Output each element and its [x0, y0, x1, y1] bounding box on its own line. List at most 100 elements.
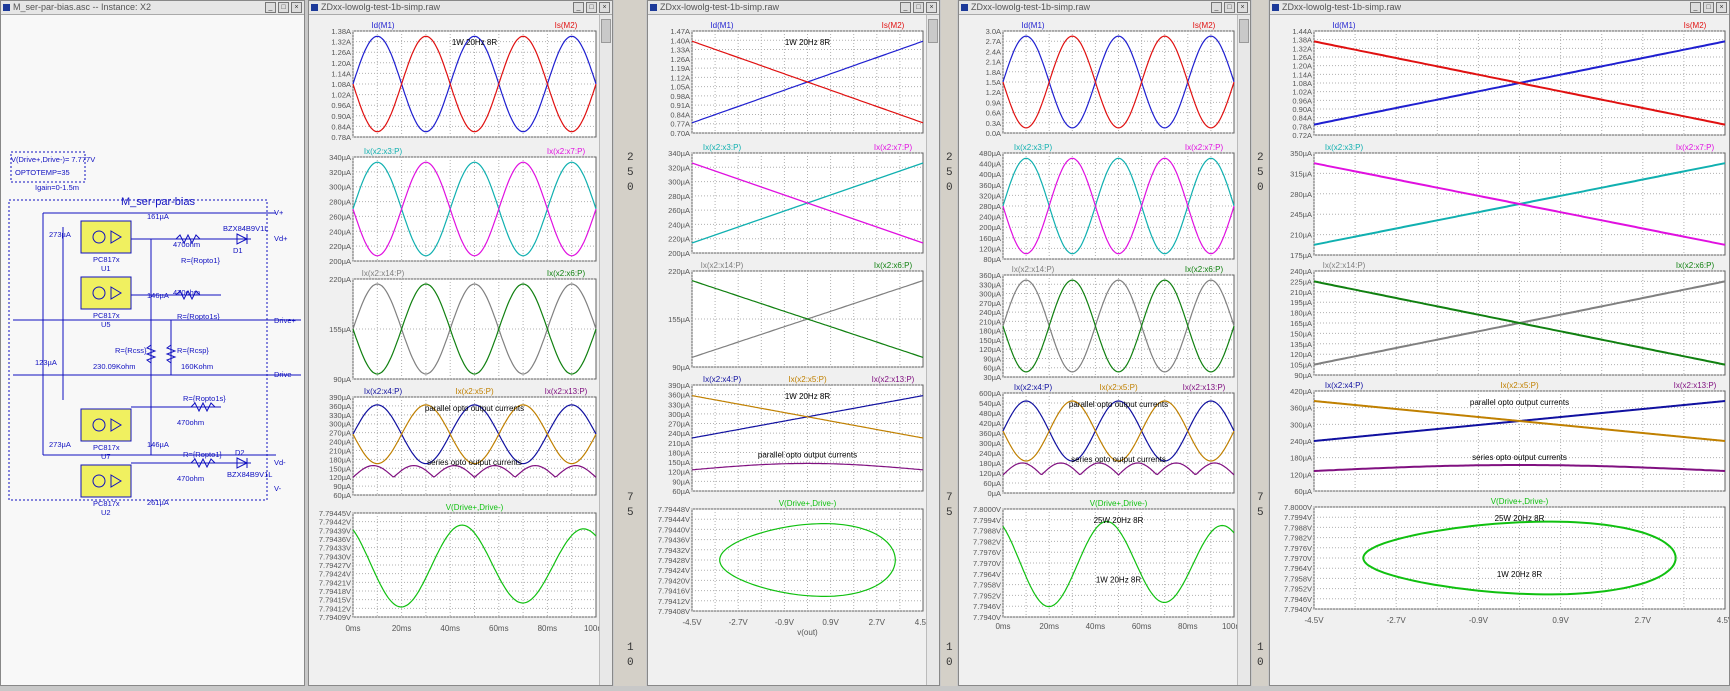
trace-label[interactable]: Ix(x2:x14:P)	[1323, 261, 1366, 270]
scrollbar-thumb[interactable]	[601, 19, 611, 43]
trace-label[interactable]: Is(M2)	[1684, 21, 1707, 30]
opto-u5[interactable]	[80, 276, 132, 310]
trace-label[interactable]: Ix(x2:x3:P)	[1325, 143, 1364, 152]
trace-label[interactable]: Ix(x2:x13:P)	[872, 375, 915, 384]
plot-pane[interactable]: 340µA 320µA 300µA 280µA 260µA 240µA 220µA 200µA…	[668, 143, 924, 258]
schematic-titlebar[interactable]: M_ser-par-bias.asc -- Instance: X2 _ □ ×	[1, 1, 304, 15]
plot-pane[interactable]: 600µA540µA480µA420µA360µA300µA240µA180µA…	[979, 383, 1235, 498]
plot-pane[interactable]: 7.79445V7.79442V7.79439V7.79436V7.79433V…	[319, 503, 597, 622]
waveform-window-2[interactable]: ZDxx-lowolg-test-1b-simp.raw _ □ × 1.47A 1.40…	[647, 0, 940, 686]
plot-pane[interactable]: 220µA 155µA 90µA Ix(x2:x14:P) Ix(x2:x6:P)	[668, 261, 924, 372]
trace-label[interactable]: Ix(x2:x4:P)	[1325, 381, 1364, 390]
waveform-plot[interactable]: 1.47A1.40A1.33A1.26A1.19A1.12A1.05A0.98A…	[648, 15, 927, 685]
close-button[interactable]: ×	[599, 2, 610, 13]
trace-label[interactable]: Ix(x2:x14:P)	[701, 261, 744, 270]
trace-label[interactable]: Id(M1)	[371, 21, 394, 30]
waveform-titlebar[interactable]: ZDxx-lowolg-test-1b-simp.raw _ □ ×	[648, 1, 939, 15]
schematic-window[interactable]: M_ser-par-bias.asc -- Instance: X2 _ □ ×	[0, 0, 305, 686]
trace-label[interactable]: Ix(x2:x14:P)	[1012, 265, 1055, 274]
minimize-button[interactable]: _	[265, 2, 276, 13]
trace-label[interactable]: Ix(x2:x13:P)	[545, 387, 588, 396]
plot-pane[interactable]: 360µA330µA300µA270µA240µA210µA180µA150µA…	[979, 265, 1235, 382]
trace-label[interactable]: Ix(x2:x6:P)	[1185, 265, 1224, 274]
trace-label[interactable]: V(Drive+,Drive-)	[446, 503, 504, 512]
trace-label[interactable]: Ix(x2:x5:P)	[788, 375, 827, 384]
minimize-button[interactable]: _	[573, 2, 584, 13]
waveform-window-3[interactable]: ZDxx-lowolg-test-1b-simp.raw _ □ × 3.0A 2.7A 2…	[958, 0, 1251, 686]
plot-pane[interactable]: 1.44A1.38A1.32A1.26A1.20A1.14A1.08A1.02A…	[1292, 21, 1726, 140]
plot-pane[interactable]: 7.8000V7.7994V7.7988V7.7982V7.7976V7.797…	[1284, 497, 1726, 614]
waveform-titlebar[interactable]: ZDxx-lowolg-test-1b-simp.raw _ □ ×	[1270, 1, 1729, 15]
plot-pane[interactable]: 390µA360µA330µA300µA270µA240µA210µA180µA…	[329, 387, 597, 500]
waveform-plot[interactable]: 3.0A2.7A2.4A 2.1A1.8A1.5A1.2A0.9A 0.6A0.3A…	[959, 15, 1238, 685]
trace-label[interactable]: Id(M1)	[1332, 21, 1355, 30]
scrollbar-thumb[interactable]	[1239, 19, 1249, 43]
trace-label[interactable]: Ix(x2:x7:P)	[1676, 143, 1715, 152]
minimize-button[interactable]: _	[900, 2, 911, 13]
maximize-button[interactable]: □	[1224, 2, 1235, 13]
trace-label[interactable]: V(Drive+,Drive-)	[1491, 497, 1549, 506]
opto-u1[interactable]	[80, 220, 132, 254]
trace-label[interactable]: Ix(x2:x5:P)	[455, 387, 494, 396]
plot-pane[interactable]: 7.8000V7.7994V7.7988V7.7982V7.7976V7.797…	[973, 499, 1235, 622]
waveform-plot[interactable]: 1.44A1.38A1.32A1.26A1.20A1.14A1.08A1.02A…	[1270, 15, 1729, 685]
vertical-scrollbar[interactable]	[926, 15, 939, 685]
trace-label[interactable]: V(Drive+,Drive-)	[1090, 499, 1148, 508]
splitter-2[interactable]: 2 5 0 7 5 1 0	[941, 0, 957, 686]
trace-label[interactable]: Id(M1)	[710, 21, 733, 30]
trace-label[interactable]: Ix(x2:x13:P)	[1674, 381, 1717, 390]
trace-label[interactable]: Id(M1)	[1021, 21, 1044, 30]
trace-label[interactable]: V(Drive+,Drive-)	[779, 499, 837, 508]
trace-label[interactable]: Ix(x2:x7:P)	[547, 147, 586, 156]
trace-label[interactable]: Is(M2)	[555, 21, 578, 30]
waveform-window-1[interactable]: ZDxx-lowolg-test-1b-simp.raw _ □ × 1.38A 1.32…	[308, 0, 613, 686]
waveform-window-4[interactable]: ZDxx-lowolg-test-1b-simp.raw _ □ × 1.44A 1.38…	[1269, 0, 1730, 686]
trace-label[interactable]: Ix(x2:x4:P)	[364, 387, 403, 396]
close-button[interactable]: ×	[1237, 2, 1248, 13]
maximize-button[interactable]: □	[913, 2, 924, 13]
plot-pane[interactable]: 3.0A2.7A2.4A 2.1A1.8A1.5A1.2A0.9A 0.6A0.3A…	[986, 21, 1235, 138]
trace-label[interactable]: Is(M2)	[882, 21, 905, 30]
plot-pane[interactable]: 350µA 315µA 280µA 245µA 210µA 175µA Ix(x2:x3:P…	[1290, 143, 1726, 260]
minimize-button[interactable]: _	[1690, 2, 1701, 13]
plot-pane[interactable]: 390µA360µA330µA300µA270µA240µA210µA180µA…	[668, 375, 924, 518]
waveform-titlebar[interactable]: ZDxx-lowolg-test-1b-simp.raw _ □ ×	[309, 1, 612, 15]
trace-label[interactable]: Ix(x2:x6:P)	[547, 269, 586, 278]
close-button[interactable]: ×	[926, 2, 937, 13]
vertical-scrollbar[interactable]	[599, 15, 612, 685]
maximize-button[interactable]: □	[1703, 2, 1714, 13]
splitter-3[interactable]: 2 5 0 7 5 1 0	[1252, 0, 1268, 686]
trace-label[interactable]: Ix(x2:x3:P)	[1014, 143, 1053, 152]
trace-label[interactable]: Ix(x2:x3:P)	[703, 143, 742, 152]
trace-label[interactable]: Ix(x2:x4:P)	[703, 375, 742, 384]
trace-label[interactable]: Ix(x2:x6:P)	[874, 261, 913, 270]
minimize-button[interactable]: _	[1211, 2, 1222, 13]
splitter-1[interactable]: 2 5 0 7 5 1 0	[614, 0, 646, 686]
trace-label[interactable]: Ix(x2:x5:P)	[1500, 381, 1539, 390]
opto-u2[interactable]	[80, 464, 132, 498]
trace-label[interactable]: Ix(x2:x5:P)	[1099, 383, 1138, 392]
maximize-button[interactable]: □	[586, 2, 597, 13]
plot-pane[interactable]: 340µA 320µA 300µA 280µA 260µA 240µA 220µA 200µA…	[329, 147, 597, 266]
close-button[interactable]: ×	[1716, 2, 1727, 13]
trace-label[interactable]: Ix(x2:x4:P)	[1014, 383, 1053, 392]
scrollbar-thumb[interactable]	[928, 19, 938, 43]
trace-label[interactable]: Ix(x2:x7:P)	[874, 143, 913, 152]
plot-pane[interactable]: 220µA 155µA 90µA Ix(x2:x14:P) Ix(x2:x6:P)	[329, 269, 597, 384]
trace-label[interactable]: Ix(x2:x14:P)	[362, 269, 405, 278]
waveform-titlebar[interactable]: ZDxx-lowolg-test-1b-simp.raw _ □ ×	[959, 1, 1250, 15]
plot-pane[interactable]: 420µA 360µA 300µA 240µA 180µA 120µA 60µA Ix(x2:…	[1290, 381, 1726, 496]
schematic-canvas[interactable]: V(Drive+,Drive-)= 7.777V OPTOTEMP=35 Iga…	[1, 15, 304, 685]
close-button[interactable]: ×	[291, 2, 302, 13]
trace-label[interactable]: Ix(x2:x6:P)	[1676, 261, 1715, 270]
plot-pane[interactable]: 1.47A1.40A1.33A1.26A1.19A1.12A1.05A0.98A…	[670, 21, 924, 138]
trace-label[interactable]: Is(M2)	[1193, 21, 1216, 30]
trace-label[interactable]: Ix(x2:x7:P)	[1185, 143, 1224, 152]
trace-label[interactable]: Ix(x2:x13:P)	[1183, 383, 1226, 392]
vertical-scrollbar[interactable]	[1237, 15, 1250, 685]
